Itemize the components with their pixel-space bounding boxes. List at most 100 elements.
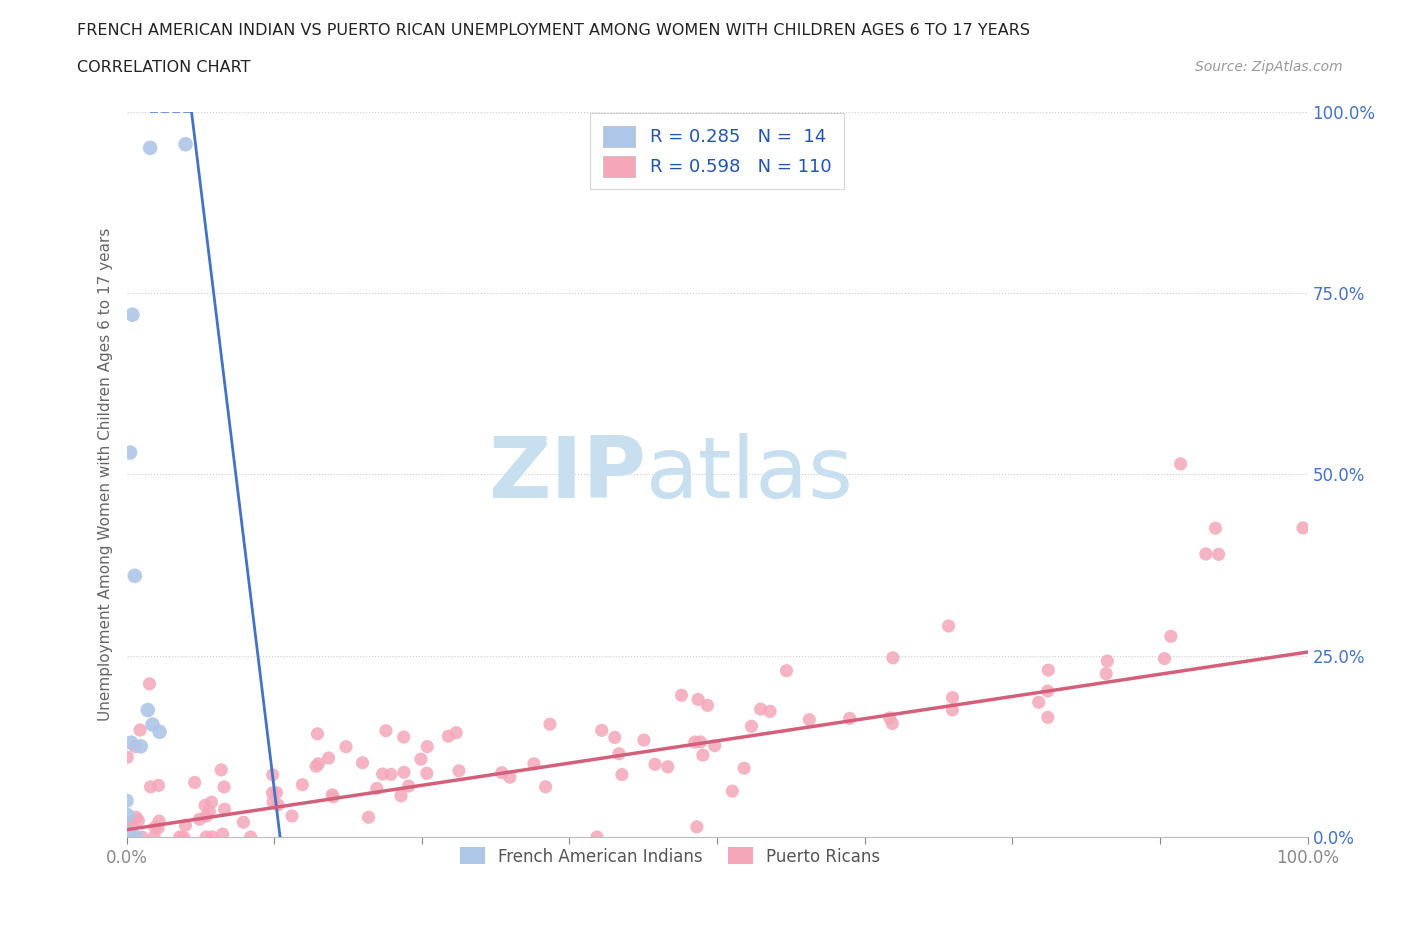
Point xyxy=(491,765,513,780)
Point xyxy=(125,810,148,825)
Point xyxy=(644,757,666,772)
Point xyxy=(686,819,709,834)
Point xyxy=(318,751,340,765)
Point xyxy=(671,688,693,703)
Point xyxy=(266,785,288,800)
Point xyxy=(1195,547,1218,562)
Point xyxy=(409,751,432,766)
Point xyxy=(117,808,139,823)
Point xyxy=(143,819,166,834)
Point xyxy=(689,735,711,750)
Point xyxy=(183,775,205,790)
Point xyxy=(124,739,146,754)
Point xyxy=(195,830,218,844)
Point xyxy=(138,676,160,691)
Point xyxy=(1028,695,1050,710)
Point xyxy=(212,779,235,794)
Point xyxy=(201,830,224,844)
Point xyxy=(591,723,613,737)
Point xyxy=(392,764,415,779)
Point xyxy=(437,729,460,744)
Point xyxy=(759,704,782,719)
Text: ZIP: ZIP xyxy=(488,432,647,516)
Text: Source: ZipAtlas.com: Source: ZipAtlas.com xyxy=(1195,60,1343,74)
Point xyxy=(120,814,142,829)
Point xyxy=(291,777,314,792)
Point xyxy=(938,618,960,633)
Point xyxy=(1095,666,1118,681)
Legend: French American Indians, Puerto Ricans: French American Indians, Puerto Ricans xyxy=(453,841,887,872)
Point xyxy=(607,747,630,762)
Point xyxy=(398,778,420,793)
Text: atlas: atlas xyxy=(647,432,855,516)
Point xyxy=(1036,684,1059,698)
Point xyxy=(121,307,143,322)
Point xyxy=(523,756,546,771)
Point xyxy=(305,759,328,774)
Point xyxy=(380,767,402,782)
Point xyxy=(136,703,159,718)
Point xyxy=(1292,521,1315,536)
Point xyxy=(118,826,141,841)
Point xyxy=(188,812,211,827)
Point xyxy=(740,719,762,734)
Point xyxy=(392,729,415,744)
Point xyxy=(1097,654,1119,669)
Point xyxy=(115,793,138,808)
Point xyxy=(366,781,388,796)
Point xyxy=(371,766,394,781)
Point xyxy=(148,814,170,829)
Point xyxy=(169,830,191,844)
Point xyxy=(262,786,284,801)
Point xyxy=(120,736,142,751)
Point xyxy=(696,698,718,712)
Point xyxy=(352,755,374,770)
Point xyxy=(281,808,304,823)
Point xyxy=(307,756,329,771)
Point xyxy=(683,735,706,750)
Point xyxy=(416,739,439,754)
Point xyxy=(610,767,633,782)
Point xyxy=(1038,663,1060,678)
Point xyxy=(143,830,166,844)
Point xyxy=(321,788,343,803)
Point xyxy=(882,716,904,731)
Point xyxy=(198,804,221,818)
Point xyxy=(692,748,714,763)
Point xyxy=(174,817,197,832)
Point xyxy=(447,764,470,778)
Point xyxy=(211,827,233,842)
Point xyxy=(141,717,163,732)
Point xyxy=(1036,710,1059,724)
Point xyxy=(200,795,222,810)
Point xyxy=(127,813,149,828)
Point xyxy=(657,759,679,774)
Point xyxy=(146,820,169,835)
Point xyxy=(1208,547,1230,562)
Point xyxy=(209,763,232,777)
Point xyxy=(1153,651,1175,666)
Point xyxy=(124,568,146,583)
Point xyxy=(375,724,398,738)
Point xyxy=(879,711,901,725)
Point xyxy=(941,690,963,705)
Point xyxy=(322,790,344,804)
Text: FRENCH AMERICAN INDIAN VS PUERTO RICAN UNEMPLOYMENT AMONG WOMEN WITH CHILDREN AG: FRENCH AMERICAN INDIAN VS PUERTO RICAN U… xyxy=(77,23,1031,38)
Point xyxy=(335,739,357,754)
Point xyxy=(262,767,284,782)
Point xyxy=(775,663,797,678)
Point xyxy=(117,750,139,764)
Y-axis label: Unemployment Among Women with Children Ages 6 to 17 years: Unemployment Among Women with Children A… xyxy=(97,228,112,721)
Point xyxy=(389,789,412,804)
Point xyxy=(1170,457,1192,472)
Point xyxy=(267,797,290,812)
Point xyxy=(603,730,626,745)
Point xyxy=(129,738,152,753)
Point xyxy=(499,770,522,785)
Point xyxy=(534,779,557,794)
Point xyxy=(307,726,329,741)
Point xyxy=(214,802,236,817)
Point xyxy=(444,725,467,740)
Point xyxy=(174,137,197,152)
Point xyxy=(1204,521,1226,536)
